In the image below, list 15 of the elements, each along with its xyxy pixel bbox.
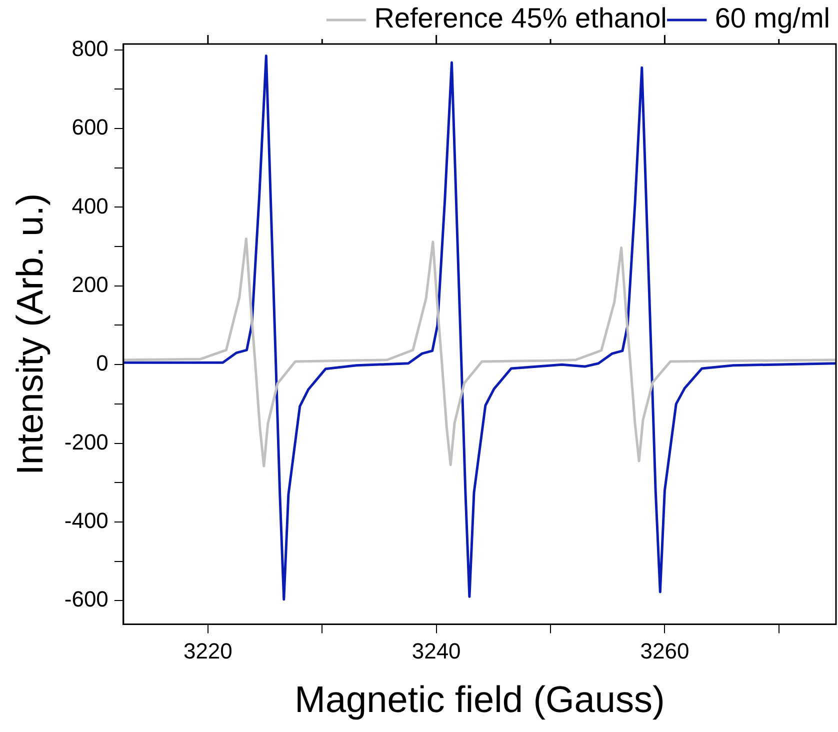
x-axis-title: Magnetic field (Gauss) — [294, 679, 665, 720]
y-tick-label: -400 — [64, 508, 108, 533]
legend-label: Reference 45% ethanol — [374, 2, 667, 34]
x-tick-label: 3240 — [412, 638, 461, 664]
x-tick-label: 3260 — [640, 638, 690, 664]
y-tick-label: 0 — [96, 350, 108, 376]
y-tick-label: 200 — [72, 272, 108, 297]
x-tick-label: 3220 — [183, 638, 232, 664]
y-tick-label: 400 — [72, 193, 108, 218]
y-tick-label: 800 — [72, 36, 108, 61]
y-tick-label: -200 — [64, 429, 108, 454]
y-tick-label: -600 — [64, 586, 108, 612]
legend-label: 60 mg/ml — [714, 2, 830, 34]
y-axis-title: Intensity (Arb. u.) — [9, 193, 50, 475]
y-tick-label: 600 — [72, 114, 108, 140]
